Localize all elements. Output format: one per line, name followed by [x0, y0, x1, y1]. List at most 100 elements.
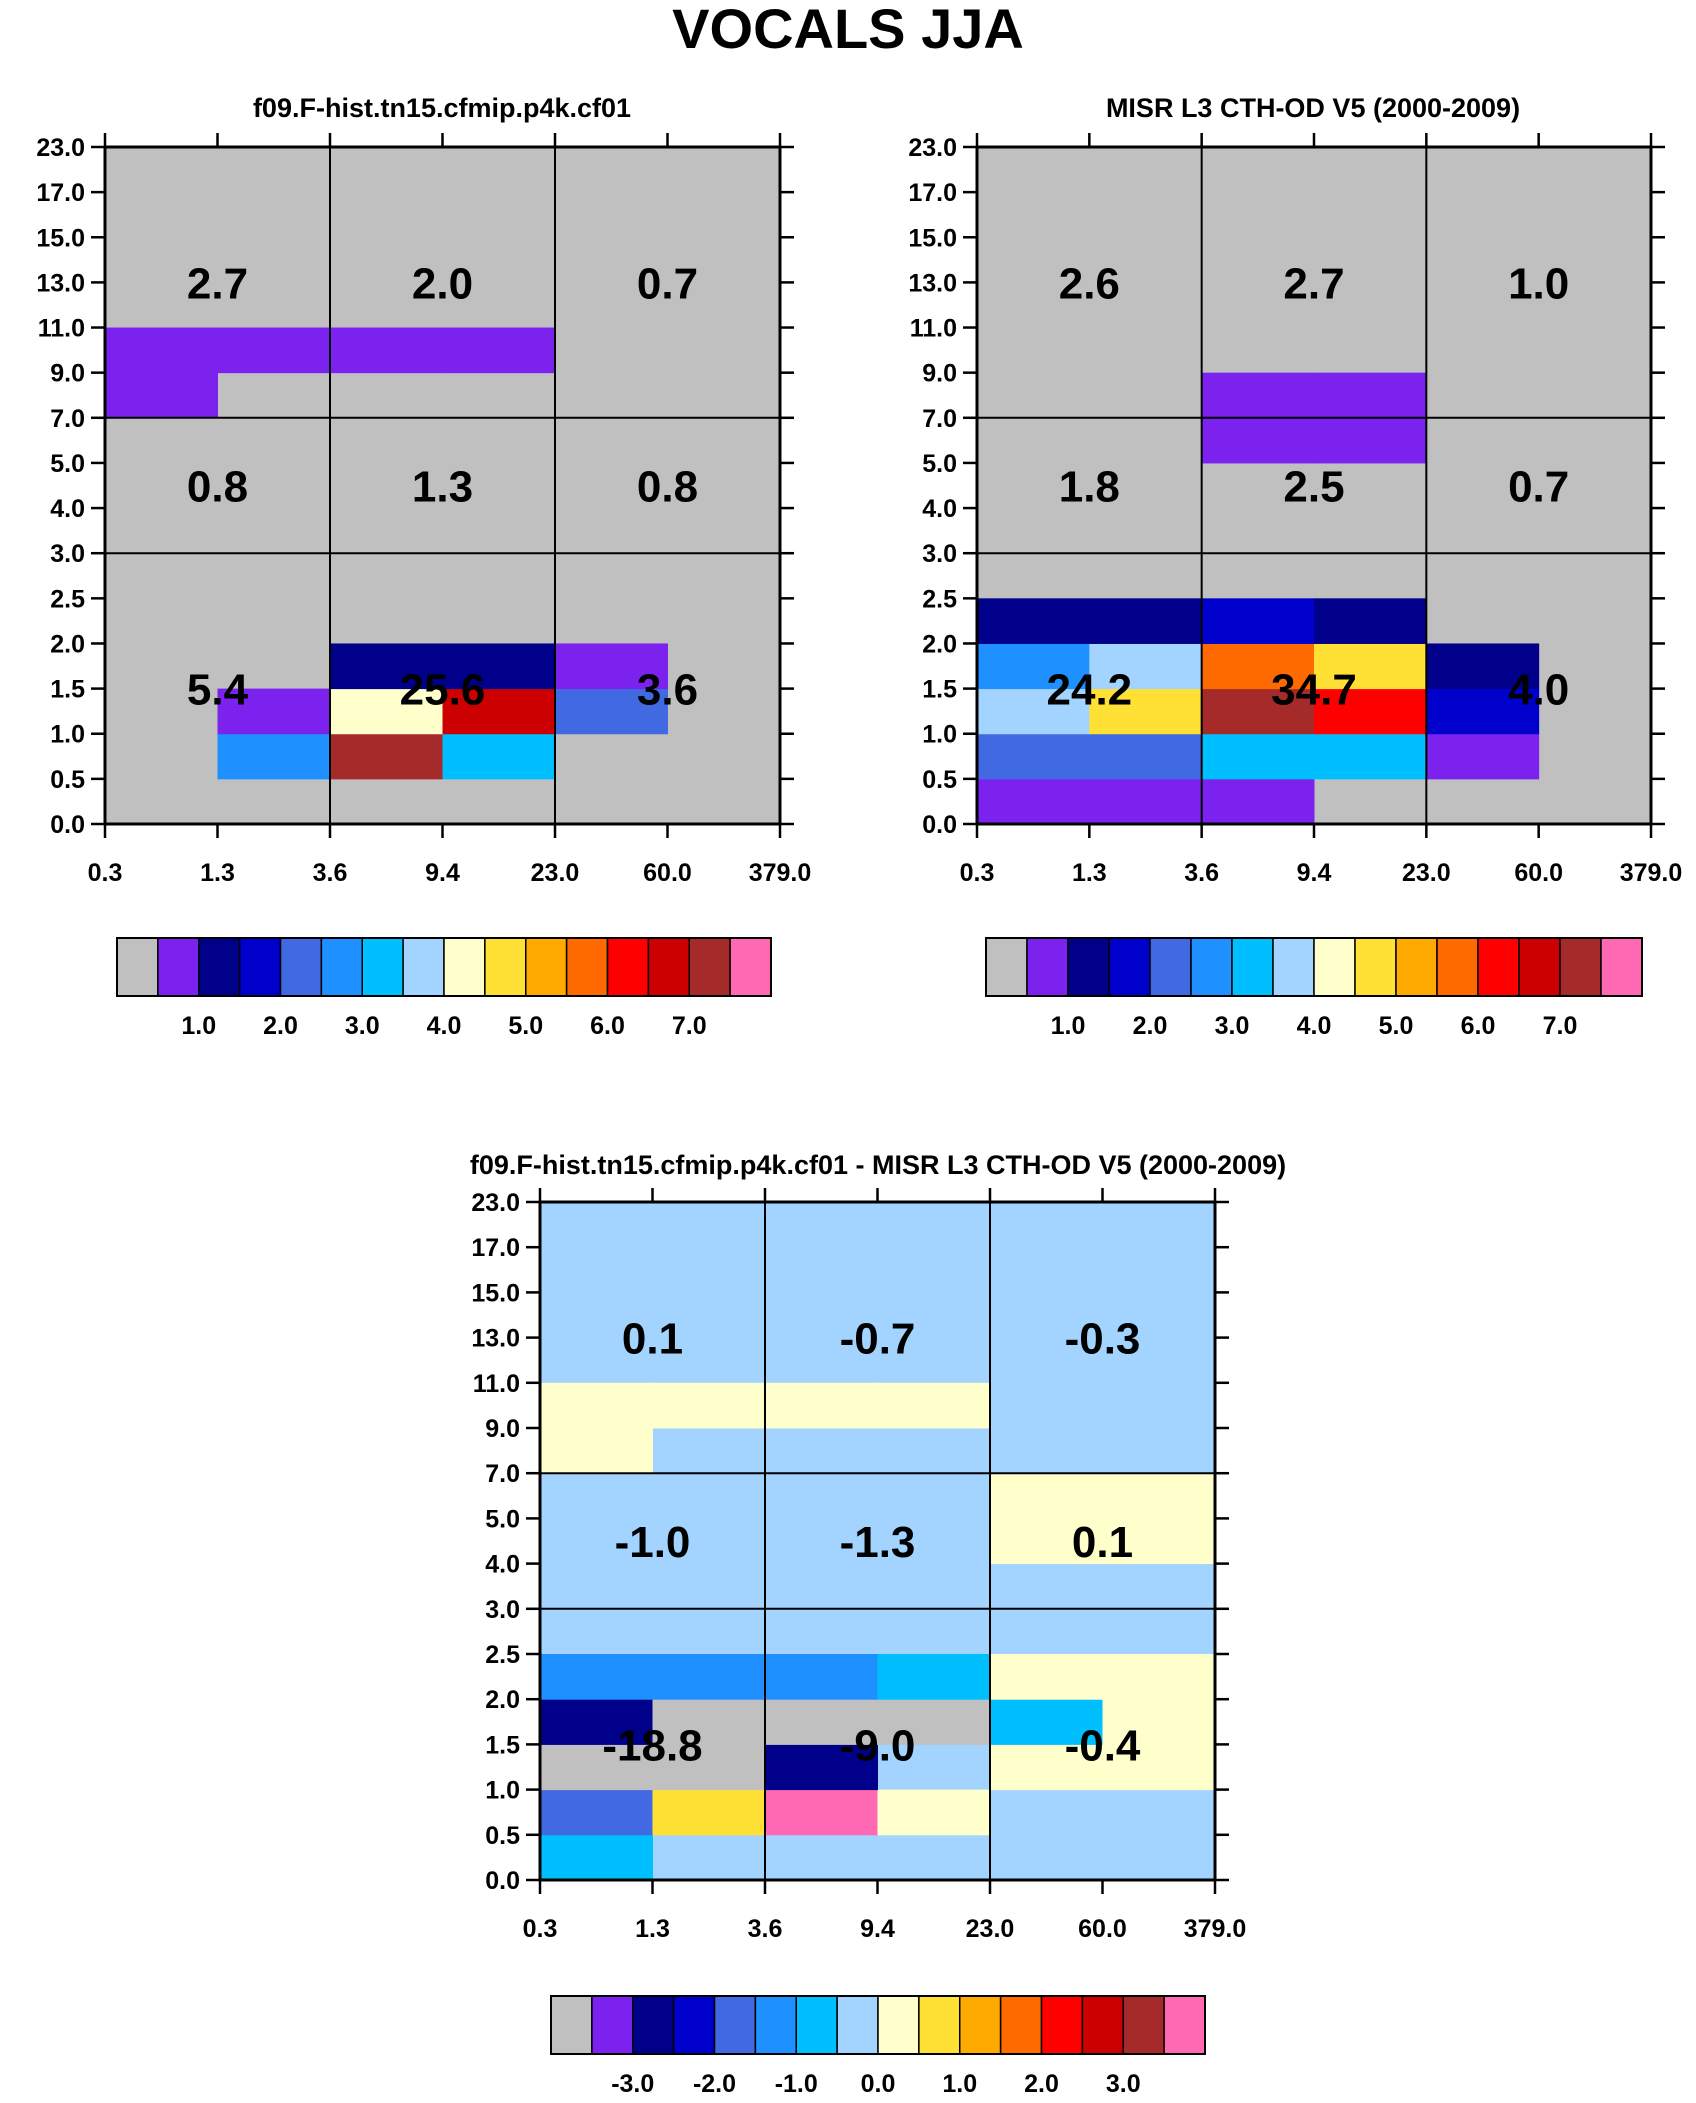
- heatmap-cell: [1314, 643, 1427, 690]
- heatmap-cell: [540, 1789, 653, 1836]
- colorbar-swatch: [198, 937, 241, 997]
- colorbar-swatch: [525, 937, 568, 997]
- colorbar-label: 3.0: [1215, 1012, 1250, 1040]
- colorbar-swatch: [550, 1995, 593, 2055]
- y-tick-label: 1.5: [922, 676, 957, 704]
- summary-value: 24.2: [1047, 666, 1133, 715]
- colorbar-swatch: [1477, 937, 1520, 997]
- summary-value: -18.8: [602, 1721, 702, 1770]
- colorbar-frame: [550, 1995, 1206, 2055]
- y-tick-label: 2.0: [485, 1686, 520, 1714]
- colorbar-swatch: [1518, 937, 1561, 997]
- colorbar-swatch: [729, 937, 772, 997]
- y-tick-label: 15.0: [471, 1279, 520, 1307]
- colorbar-swatch: [688, 937, 731, 997]
- y-tick-label: 15.0: [908, 224, 957, 252]
- heatmap-cell: [1314, 372, 1427, 419]
- colorbar-swatch: [565, 937, 609, 997]
- y-tick-label: 1.0: [922, 721, 957, 749]
- colorbar-label: 2.0: [1024, 2070, 1059, 2098]
- heatmap-cell: [1102, 1473, 1216, 1519]
- colorbar-swatch: [1163, 1995, 1206, 2055]
- colorbar-label: 4.0: [427, 1012, 462, 1040]
- y-tick-label: 17.0: [471, 1234, 520, 1262]
- y-tick-label: 1.0: [485, 1777, 520, 1805]
- heatmap-cell: [990, 1654, 1103, 1700]
- summary-value: 2.6: [1059, 259, 1120, 308]
- heatmap-cell: [105, 372, 218, 419]
- colorbar-label: 2.0: [263, 1012, 298, 1040]
- heatmap-cell: [1314, 733, 1427, 780]
- summary-value: -0.4: [1065, 1721, 1141, 1770]
- colorbar-swatch: [1026, 937, 1069, 997]
- colorbar-swatch: [1108, 937, 1151, 997]
- heatmap-cell: [330, 688, 443, 735]
- summary-value: -0.3: [1065, 1315, 1141, 1364]
- y-tick-label: 1.0: [50, 721, 85, 749]
- summary-value: 0.7: [1508, 463, 1569, 512]
- heatmap-cell: [1426, 688, 1540, 735]
- heatmap-cell: [1102, 1699, 1216, 1745]
- colorbar-swatch: [443, 937, 486, 997]
- plots-layer: f09.F-hist.tn15.cfmip.p4k.cf01 0.0 0.5 1.0 1…: [36, 93, 1682, 2098]
- y-tick-label: 0.0: [922, 811, 957, 839]
- colorbar-label: -1.0: [775, 2070, 818, 2098]
- colorbar-swatch: [754, 1995, 797, 2055]
- heatmap-cell: [330, 643, 443, 690]
- y-tick-label: 0.5: [922, 766, 957, 794]
- y-tick-label: 11.0: [910, 315, 957, 343]
- heatmap-cell: [977, 778, 1090, 825]
- heatmap-cell: [1102, 1744, 1216, 1791]
- heatmap-cell: [217, 327, 331, 374]
- colorbar-swatch: [1313, 937, 1356, 997]
- colorbar-label: 1.0: [942, 2070, 977, 2098]
- colorbar-swatch: [1149, 937, 1192, 997]
- heatmap-cell: [1201, 598, 1315, 644]
- colorbar-swatch: [795, 1995, 838, 2055]
- y-tick-label: 2.0: [50, 630, 85, 658]
- colorbar-swatch: [320, 937, 363, 997]
- summary-value: 1.8: [1059, 463, 1120, 512]
- heatmap-cell: [765, 1699, 878, 1745]
- colorbar-swatch: [985, 937, 1028, 997]
- heatmap-cell: [652, 1382, 766, 1429]
- heatmap-cell: [977, 688, 1090, 735]
- colorbar-swatch: [279, 937, 323, 997]
- colorbar-swatch: [836, 1995, 879, 2055]
- colorbar-swatch: [1040, 1995, 1084, 2055]
- heatmap-cell: [877, 1699, 991, 1745]
- heatmap-cell: [555, 688, 668, 735]
- colorbar-swatch: [1231, 937, 1274, 997]
- x-tick-label: 9.4: [860, 1915, 895, 1943]
- x-tick-label: 379.0: [1184, 1915, 1247, 1943]
- heatmap-cell: [652, 1654, 766, 1700]
- x-tick-label: 1.3: [635, 1915, 670, 1943]
- x-tick-label: 60.0: [1514, 859, 1563, 887]
- y-tick-label: 23.0: [36, 134, 85, 162]
- y-tick-label: 5.0: [922, 450, 957, 478]
- x-tick-label: 0.3: [88, 859, 123, 887]
- panel-2: MISR L3 CTH-OD V5 (2000-2009) 0.0 0.5 1.0 1.…: [908, 93, 1682, 1040]
- heatmap-cell: [877, 1789, 991, 1836]
- heatmap-cell: [1314, 688, 1427, 735]
- y-tick-label: 1.5: [50, 676, 85, 704]
- heatmap-cell: [977, 598, 1090, 644]
- colorbar-swatch: [402, 937, 445, 997]
- summary-value: 1.3: [412, 463, 473, 512]
- y-tick-label: 0.5: [485, 1822, 520, 1850]
- summary-value: 34.7: [1271, 666, 1357, 715]
- heatmap-cell: [217, 733, 331, 780]
- summary-value: 3.6: [637, 666, 698, 715]
- y-tick-label: 1.5: [485, 1731, 520, 1759]
- colorbar-label: 7.0: [672, 1012, 707, 1040]
- heatmap-cell: [1426, 643, 1540, 690]
- y-tick-label: 0.0: [485, 1867, 520, 1895]
- heatmap-cell: [1089, 733, 1203, 780]
- x-tick-label: 379.0: [749, 859, 812, 887]
- x-tick-label: 0.3: [960, 859, 995, 887]
- colorbar-label: 4.0: [1297, 1012, 1332, 1040]
- y-tick-label: 2.5: [50, 585, 85, 613]
- y-tick-label: 2.0: [922, 630, 957, 658]
- colorbar-label: 3.0: [345, 1012, 380, 1040]
- x-tick-label: 9.4: [425, 859, 460, 887]
